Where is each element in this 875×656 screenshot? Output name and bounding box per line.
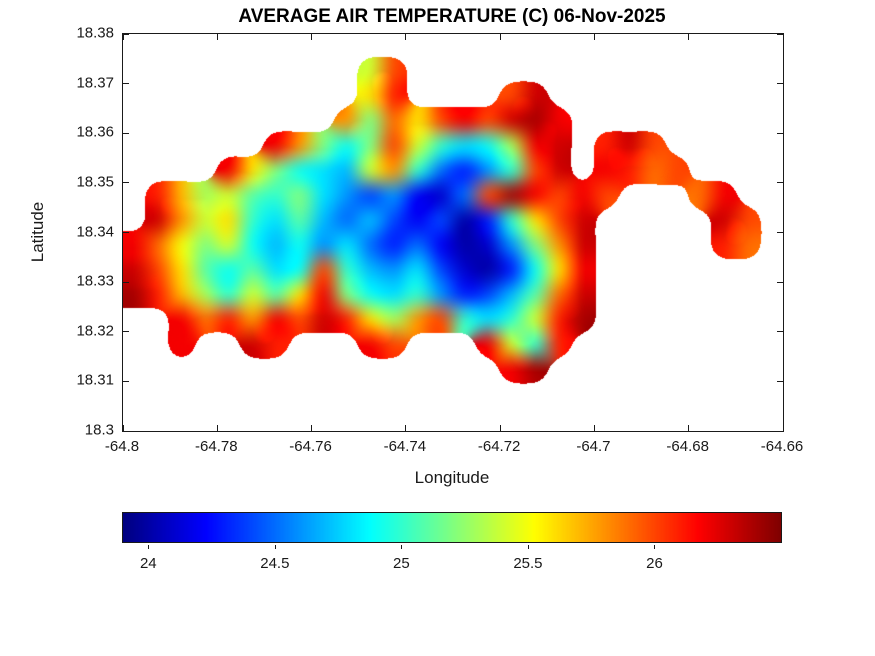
colorbar-tick-label: 24.5: [260, 555, 290, 572]
colorbar-tick-mark: [274, 545, 276, 549]
x-tick-mark: [593, 425, 595, 431]
y-tick-mark: [777, 380, 783, 382]
x-tick-mark: [688, 425, 690, 431]
y-tick-mark: [123, 430, 129, 432]
colorbar: [122, 512, 782, 543]
y-tick-mark: [123, 281, 129, 283]
y-tick-mark: [123, 132, 129, 134]
x-tick-mark: [499, 34, 501, 40]
colorbar-tick-label: 24: [139, 555, 157, 572]
x-tick-label: -64.72: [477, 438, 521, 455]
x-tick-mark: [593, 34, 595, 40]
x-tick-mark: [311, 34, 313, 40]
y-tick-mark: [123, 182, 129, 184]
x-tick-mark: [688, 34, 690, 40]
y-tick-mark: [777, 33, 783, 35]
x-tick-mark: [405, 34, 407, 40]
x-tick-label: -64.74: [383, 438, 427, 455]
y-tick-label: 18.31: [76, 371, 114, 389]
colorbar-tick-mark: [654, 545, 656, 549]
colorbar-tick-mark: [148, 545, 150, 549]
y-tick-mark: [123, 232, 129, 233]
y-tick-mark: [123, 33, 129, 35]
y-tick-mark: [777, 132, 783, 134]
y-tick-mark: [777, 182, 783, 184]
colorbar-tick-mark: [527, 545, 529, 549]
y-tick-mark: [777, 83, 783, 85]
x-tick-label: -64.78: [195, 438, 238, 455]
plot-area: [122, 33, 784, 432]
x-tick-mark: [311, 425, 313, 431]
x-tick-label: -64.68: [666, 438, 709, 455]
x-tick-mark: [405, 425, 407, 431]
y-tick-mark: [123, 83, 129, 85]
y-tick-mark: [777, 232, 783, 233]
colorbar-tick-label: 25.5: [513, 555, 543, 572]
colorbar-tick-label: 25: [393, 555, 410, 572]
x-tick-label: -64.76: [289, 438, 332, 455]
y-tick-label: 18.36: [76, 123, 114, 141]
y-tick-mark: [123, 380, 129, 382]
y-tick-label: 18.3: [84, 421, 114, 439]
x-tick-mark: [782, 34, 784, 40]
y-tick-label: 18.34: [76, 223, 114, 240]
y-tick-mark: [123, 331, 129, 333]
chart-title: AVERAGE AIR TEMPERATURE (C) 06-Nov-2025: [238, 6, 666, 27]
y-tick-mark: [777, 430, 783, 432]
x-tick-mark: [122, 425, 124, 431]
x-axis-label: Longitude: [414, 468, 490, 487]
y-tick-mark: [777, 281, 783, 283]
x-tick-mark: [216, 34, 218, 40]
y-tick-label: 18.37: [76, 74, 114, 92]
y-tick-label: 18.35: [76, 173, 114, 191]
y-tick-label: 18.38: [76, 24, 114, 42]
x-tick-mark: [499, 425, 501, 431]
colorbar-tick-mark: [401, 545, 403, 549]
y-tick-mark: [777, 331, 783, 333]
x-tick-label: -64.7: [576, 438, 611, 455]
colorbar-tick-label: 26: [646, 555, 663, 572]
x-tick-mark: [122, 34, 124, 40]
x-tick-label: -64.8: [104, 438, 140, 455]
y-tick-label: 18.33: [76, 272, 114, 290]
x-tick-mark: [216, 425, 218, 431]
heatmap-canvas: [123, 34, 783, 431]
y-tick-label: 18.32: [76, 322, 114, 340]
x-tick-label: -64.66: [760, 438, 804, 455]
x-tick-mark: [782, 425, 784, 431]
